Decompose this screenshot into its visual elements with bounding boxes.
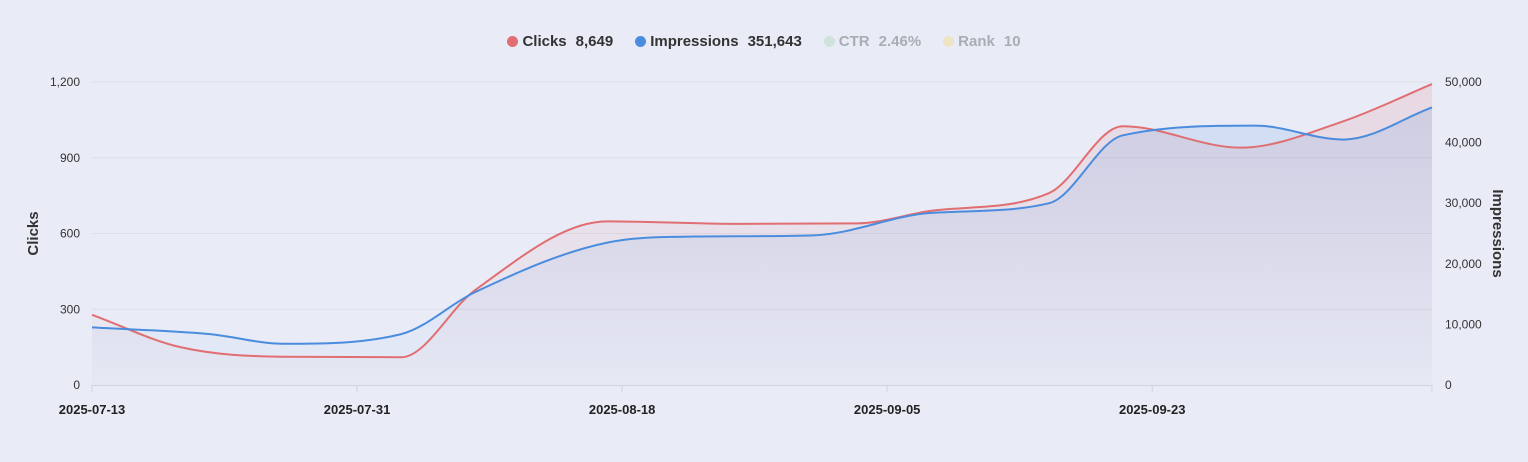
legend-item-ctr[interactable]: CTR 2.46%: [823, 33, 922, 50]
series-line-impressions: [91, 106, 1433, 345]
legend-dot: [823, 36, 835, 47]
legend-dot: [943, 36, 955, 47]
x-tick-label: 2025-09-05: [854, 402, 921, 417]
series-area-impressions: [92, 107, 1432, 386]
y-right-tick-label: 10,000: [1445, 317, 1482, 331]
chart-legend: Clicks 8,649 Impressions 351,643 CTR 2.46% Ran…: [0, 33, 1528, 50]
legend-label: Impressions: [650, 33, 739, 50]
legend-value: 8,649: [575, 33, 614, 50]
x-tick-label: 2025-07-13: [59, 402, 126, 417]
legend-label: Clicks: [522, 33, 567, 50]
legend-dot: [635, 36, 647, 47]
y-right-tick-label: 50,000: [1445, 75, 1482, 89]
legend-value: 2.46%: [878, 33, 922, 50]
legend-value: 10: [1003, 33, 1021, 50]
y-right-tick-label: 20,000: [1445, 257, 1482, 271]
series-line-clicks: [91, 83, 1433, 359]
y-left-tick-label: 900: [60, 151, 80, 165]
y-left-tick-label: 300: [60, 302, 80, 316]
y-left-tick-label: 600: [60, 227, 80, 241]
legend-value: 351,643: [747, 33, 802, 50]
y-left-tick-label: 0: [73, 378, 80, 392]
legend-dot: [507, 36, 519, 47]
x-tick-label: 2025-07-31: [324, 402, 391, 417]
y-right-tick-label: 40,000: [1445, 136, 1482, 150]
x-tick-label: 2025-08-18: [589, 402, 656, 417]
y-left-axis-title: Clicks: [25, 211, 42, 255]
legend-item-clicks[interactable]: Clicks 8,649: [507, 33, 613, 50]
legend-item-impressions[interactable]: Impressions 351,643: [635, 33, 802, 50]
x-tick-label: 2025-09-23: [1119, 402, 1186, 417]
legend-item-rank[interactable]: Rank 10: [943, 33, 1021, 50]
y-right-axis-title: Impressions: [1489, 189, 1506, 277]
y-left-tick-label: 1,200: [50, 75, 80, 89]
legend-label: Rank: [958, 33, 995, 50]
y-right-tick-label: 30,000: [1445, 196, 1482, 210]
y-right-tick-label: 0: [1445, 378, 1452, 392]
legend-label: CTR: [838, 33, 870, 50]
